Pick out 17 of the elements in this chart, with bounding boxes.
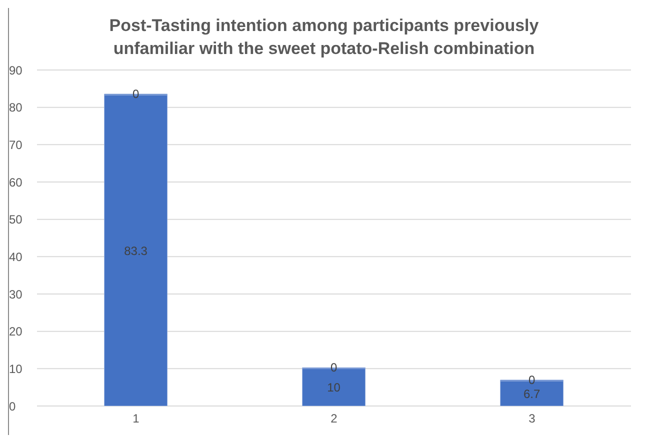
data-label: 83.3 <box>124 244 148 258</box>
y-tick-label: 50 <box>9 212 23 227</box>
data-label: 6.7 <box>523 386 540 401</box>
y-tick-label: 70 <box>9 138 23 152</box>
y-tick-label: 90 <box>9 63 23 78</box>
data-label: 10 <box>327 380 341 395</box>
y-tick-label: 40 <box>9 250 23 264</box>
y-tick-label: 80 <box>9 100 23 115</box>
x-tick-label: 3 <box>528 412 536 426</box>
x-tick-label: 1 <box>132 412 140 426</box>
y-tick-label: 30 <box>9 287 23 302</box>
y-tick-label: 20 <box>9 324 23 339</box>
y-tick-label: 0 <box>9 399 16 414</box>
x-tick-label: 2 <box>330 412 338 426</box>
y-tick-label: 10 <box>9 362 23 376</box>
chart-title: Post-Tasting intention among participants previously unfamiliar with the sweet potato-Relish combination <box>108 15 540 60</box>
y-tick-label: 60 <box>9 175 23 190</box>
